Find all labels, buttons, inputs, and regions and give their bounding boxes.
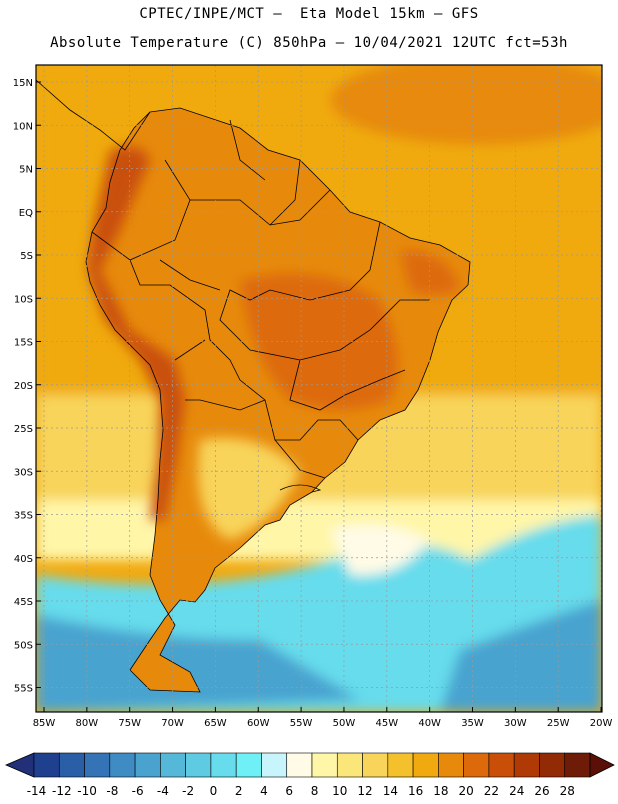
colorbar-label: 28: [560, 784, 575, 798]
longitude-axis: 85W 80W 75W 70W 65W 60W 55W 50W 45W 40W 35W 30W 25W 2…: [33, 707, 613, 729]
lat-tick-label: 15S: [14, 338, 33, 349]
colorbar-label: -12: [52, 784, 72, 798]
south-america-land: [86, 108, 470, 692]
lon-tick-label: 80W: [76, 718, 99, 729]
lat-tick-label: 10N: [13, 121, 33, 132]
map-frame: [35, 64, 603, 713]
gridlines: [36, 65, 602, 712]
colorbar-label: 26: [534, 784, 549, 798]
colorbar-swatch: [261, 752, 288, 778]
colorbar-label: -14: [27, 784, 47, 798]
lat-tick-label: 5N: [19, 165, 33, 176]
colorbar-swatch: [362, 752, 389, 778]
colorbar-swatch: [387, 752, 414, 778]
political-borders: [36, 79, 471, 693]
lat-tick-label: 25S: [14, 424, 33, 435]
warm-atlantic-patch: [330, 65, 602, 145]
lat-tick-label: 40S: [14, 554, 33, 565]
colorbar-label: -2: [182, 784, 194, 798]
colorbar-label: 18: [433, 784, 448, 798]
lon-tick-label: 45W: [375, 718, 398, 729]
lat-tick-label: 20S: [14, 381, 33, 392]
colorbar-swatch: [33, 752, 60, 778]
andes-hot-band: [88, 146, 185, 520]
colorbar-swatch: [488, 752, 515, 778]
colorbar-under-arrow: [4, 752, 35, 778]
lat-tick-label: 35S: [14, 511, 33, 522]
colorbar-swatch: [311, 752, 338, 778]
lon-tick-label: 35W: [461, 718, 484, 729]
lon-tick-label: 65W: [204, 718, 227, 729]
lat-tick-label: 50S: [14, 640, 33, 651]
colorbar-swatch: [286, 752, 313, 778]
colorbar-label: 16: [408, 784, 423, 798]
northeast-brazil-hot-region: [400, 250, 460, 295]
chart-title-line2: Absolute Temperature (C) 850hPa – 10/04/…: [50, 35, 568, 51]
colorbar-swatch: [336, 752, 363, 778]
colorbar-swatch: [134, 752, 161, 778]
lon-tick-label: 75W: [118, 718, 141, 729]
lon-tick-label: 30W: [504, 718, 527, 729]
colorbar-swatch: [235, 752, 262, 778]
colorbar: -14 -12 -10 -8 -6 -4 -2 0 2 4 6 8 10 12 14 16 18 20 22 24 26…: [4, 752, 615, 798]
colorbar-swatch: [109, 752, 136, 778]
lon-tick-label: 85W: [33, 718, 56, 729]
colorbar-swatch: [513, 752, 540, 778]
colorbar-label: 12: [357, 784, 372, 798]
lat-tick-label: 5S: [20, 251, 33, 262]
lon-tick-label: 25W: [547, 718, 570, 729]
colorbar-label: 20: [459, 784, 474, 798]
lon-tick-label: 55W: [290, 718, 313, 729]
lon-tick-label: 60W: [247, 718, 270, 729]
lon-tick-label: 70W: [161, 718, 184, 729]
colorbar-label: -6: [132, 784, 144, 798]
lat-tick-label: 10S: [14, 294, 33, 305]
colorbar-swatch: [185, 752, 212, 778]
lon-tick-label: 20W: [590, 718, 613, 729]
latitude-axis: 15N 10N 5N EQ 5S 10S 15S 20S 25S 30S 35S 40S 45S 50S 5…: [13, 78, 41, 695]
central-brazil-hot-region: [240, 273, 398, 410]
southern-cone-warm-region: [198, 438, 300, 540]
colorbar-swatch: [58, 752, 85, 778]
colorbar-label: 24: [509, 784, 524, 798]
colorbar-label: 2: [235, 784, 243, 798]
colorbar-swatch: [210, 752, 237, 778]
colorbar-label: 0: [210, 784, 218, 798]
colorbar-over-arrow: [589, 752, 615, 778]
lat-tick-label: 55S: [14, 684, 33, 695]
lon-tick-label: 50W: [333, 718, 356, 729]
lat-tick-label: 30S: [14, 467, 33, 478]
colorbar-label: 10: [332, 784, 347, 798]
colorbar-label: -4: [157, 784, 169, 798]
lat-tick-label: EQ: [19, 208, 33, 219]
colorbar-label: 22: [484, 784, 499, 798]
colorbar-label: 4: [260, 784, 268, 798]
lat-tick-label: 15N: [13, 78, 33, 89]
colorbar-label: 14: [383, 784, 398, 798]
lat-tick-label: 45S: [14, 597, 33, 608]
colorbar-label: -10: [77, 784, 97, 798]
temperature-field: [36, 65, 602, 712]
colorbar-label: -8: [106, 784, 118, 798]
lon-tick-label: 40W: [418, 718, 441, 729]
colorbar-label: 6: [285, 784, 293, 798]
colorbar-swatch: [539, 752, 566, 778]
colorbar-swatch: [160, 752, 186, 778]
colorbar-swatch: [564, 752, 591, 778]
chart-title-line1: CPTEC/INPE/MCT – Eta Model 15km – GFS: [139, 6, 479, 22]
colorbar-label: 8: [311, 784, 319, 798]
pale-ocean-patch: [330, 524, 430, 576]
colorbar-swatch: [438, 752, 464, 778]
colorbar-swatch: [463, 752, 490, 778]
colorbar-swatch: [412, 752, 439, 778]
colorbar-swatch: [84, 752, 111, 778]
